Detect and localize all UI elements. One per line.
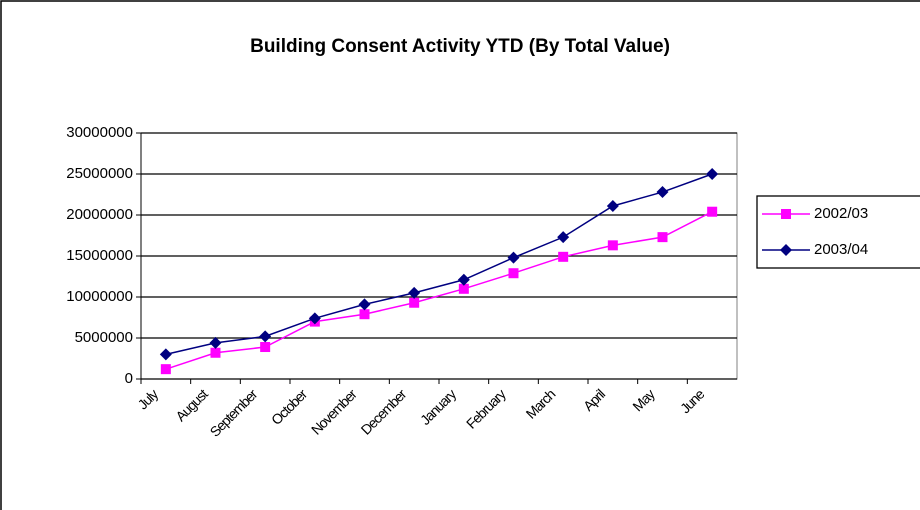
- marker: [606, 199, 619, 212]
- marker: [558, 251, 569, 262]
- y-tick-label: 15000000: [66, 247, 133, 264]
- series-line: [165, 211, 713, 370]
- marker: [607, 240, 618, 251]
- marker: [160, 364, 171, 375]
- marker: [159, 348, 172, 361]
- marker: [358, 298, 371, 311]
- marker: [508, 268, 519, 279]
- y-tick-label: 0: [125, 370, 133, 387]
- marker: [210, 347, 221, 358]
- marker: [409, 297, 420, 308]
- marker: [656, 186, 669, 199]
- marker: [507, 251, 520, 264]
- chart-title: Building Consent Activity YTD (By Total …: [250, 36, 670, 57]
- marker: [706, 168, 719, 180]
- series-line: [165, 173, 713, 356]
- marker: [707, 206, 718, 217]
- y-tick-label: 5000000: [75, 329, 133, 346]
- marker: [557, 231, 570, 244]
- marker: [359, 309, 370, 320]
- y-tick-label: 25000000: [66, 165, 133, 182]
- marker: [657, 232, 668, 243]
- legend-label: 2002/03: [814, 205, 868, 222]
- legend: [756, 195, 920, 269]
- marker: [408, 286, 421, 299]
- marker: [308, 312, 321, 325]
- marker: [259, 330, 272, 343]
- legend-label: 2003/04: [814, 241, 868, 258]
- marker: [457, 273, 470, 286]
- y-tick-label: 30000000: [66, 124, 133, 141]
- marker: [781, 209, 791, 219]
- y-tick-label: 10000000: [66, 288, 133, 305]
- marker: [209, 336, 222, 349]
- y-tick-label: 20000000: [66, 206, 133, 223]
- marker: [260, 342, 271, 353]
- marker: [780, 244, 792, 256]
